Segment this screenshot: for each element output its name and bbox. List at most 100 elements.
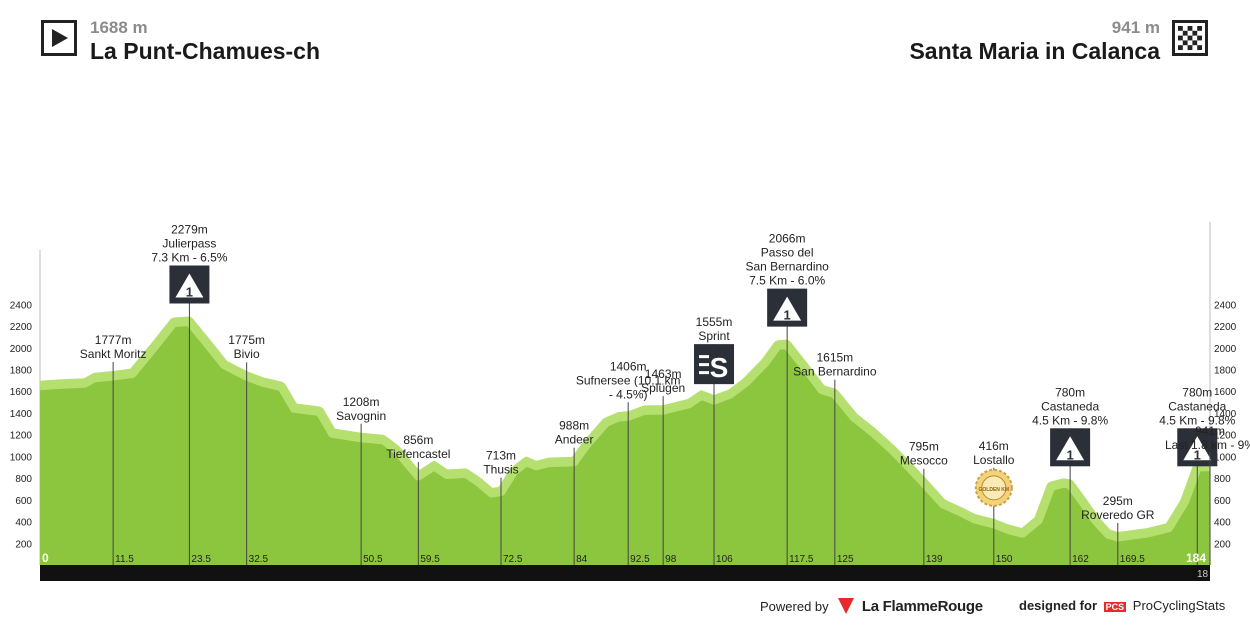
waypoint-label-12-1: Mesocco [900, 454, 948, 468]
x-tick-1: 11.5 [115, 554, 134, 565]
y-tick-right-600: 600 [1214, 496, 1231, 507]
y-tick-right-1000: 1000 [1214, 452, 1237, 463]
climb-marker-mountain-1 [175, 273, 204, 298]
waypoint-label-14-2: 4.5 Km - 9.8% [1032, 413, 1108, 427]
y-tick-right-1800: 1800 [1214, 366, 1237, 377]
golden-km-inner-13 [981, 475, 1007, 501]
waypoint-label-0-1: Sankt Moritz [80, 347, 147, 361]
y-tick-right-2200: 2200 [1214, 322, 1237, 333]
powered-by: Powered by La FlammeRouge [760, 598, 983, 615]
waypoint-label-16-2: 4.5 Km - 9.8% [1159, 413, 1235, 427]
start-flag-icon [41, 20, 77, 56]
waypoint-label-6-0: 988m [559, 419, 589, 433]
waypoint-label-4-1: Tiefencastel [386, 447, 450, 461]
x-tick-15: 162 [1072, 554, 1089, 565]
powered-brand: La FlammeRouge [861, 598, 983, 615]
waypoint-label-3-0: 1208m [343, 395, 380, 409]
waypoint-label-10-2: San Bernardino [745, 260, 829, 274]
waypoint-label-11-0: 1615m [816, 351, 853, 365]
x-tick-2: 23.5 [191, 554, 211, 565]
climb-marker-mountain-16 [1183, 436, 1212, 461]
waypoint-label-11-1: San Bernardino [793, 365, 877, 379]
y-tick-right-200: 200 [1214, 539, 1231, 550]
waypoint-label-12-0: 795m [909, 440, 939, 454]
powered-label: Powered by [760, 599, 829, 614]
waypoint-label-3-1: Savognin [336, 409, 386, 423]
waypoint-label-2-1: Bivio [234, 347, 260, 361]
start-name: La Punt-Chamues-ch [90, 38, 321, 64]
x-tick-5: 59.5 [420, 554, 440, 565]
distance-bar-end-label: 18 [1197, 569, 1209, 580]
golden-km-text-13: GOLDEN KM [979, 487, 1010, 493]
x-tick-3: 32.5 [249, 554, 269, 565]
profile-edge [39, 316, 1211, 534]
waypoint-label-1-1: Julierpass [162, 237, 216, 251]
waypoint-label-15-1: Roveredo GR [1081, 508, 1155, 522]
y-tick-right-1600: 1600 [1214, 387, 1237, 398]
x-tick-12: 125 [837, 554, 854, 565]
y-tick-left-2400: 2400 [10, 300, 33, 311]
waypoint-label-16-0: 780m [1182, 385, 1212, 399]
x-tick-4: 50.5 [363, 554, 383, 565]
waypoint-label-13-0: 416m [979, 439, 1009, 453]
y-tick-left-1200: 1200 [10, 431, 33, 442]
climb-marker-text-1: 1 [186, 285, 193, 300]
y-tick-left-200: 200 [15, 539, 32, 550]
climb-marker-text-16: 1 [1194, 447, 1201, 462]
waypoint-label-8-1: Splügen [641, 381, 685, 395]
waypoint-label-13-1: Lostallo [973, 453, 1015, 467]
waypoint-label-7-2: - 4.5%) [609, 387, 648, 401]
x-tick-7: 84 [576, 554, 588, 565]
x-tick-11: 117.5 [789, 554, 814, 565]
y-tick-right-1200: 1200 [1214, 431, 1237, 442]
sprint-speed-line-9-0 [699, 355, 710, 359]
pcs-logo-icon: PCS [1103, 602, 1127, 612]
waypoint-label-17-0: 941m [1195, 424, 1225, 438]
flamme-rouge-logo-icon [838, 598, 855, 614]
y-tick-right-400: 400 [1214, 518, 1231, 529]
finish-block: 941 m Santa Maria in Calanca [909, 18, 1160, 64]
y-tick-left-800: 800 [15, 474, 32, 485]
waypoint-label-9-1: Sprint [698, 329, 730, 343]
x-tick-9: 98 [665, 554, 677, 565]
waypoint-label-2-0: 1775m [228, 333, 265, 347]
x-tick-8: 92.5 [630, 554, 650, 565]
y-tick-right-1400: 1400 [1214, 409, 1237, 420]
finish-name: Santa Maria in Calanca [909, 38, 1160, 64]
y-tick-right-2000: 2000 [1214, 344, 1237, 355]
y-tick-right-2400: 2400 [1214, 300, 1237, 311]
waypoint-label-5-0: 713m [486, 449, 516, 463]
x-tick-0: 0 [42, 551, 49, 565]
climb-marker-mountain-10 [773, 296, 802, 321]
designed-label: designed for [1019, 598, 1098, 613]
waypoint-label-17-1: Last 1.8 km - 9% [1165, 438, 1250, 452]
waypoint-label-15-0: 295m [1103, 494, 1133, 508]
waypoint-label-10-0: 2066m [769, 232, 806, 246]
waypoint-label-4-0: 856m [403, 433, 433, 447]
y-tick-left-2200: 2200 [10, 322, 33, 333]
waypoint-label-7-1: Sufnersee (10.1 km [576, 373, 681, 387]
start-altitude: 1688 m [90, 18, 148, 37]
profile-area [40, 317, 1210, 565]
x-tick-17: 184 [1186, 551, 1206, 565]
waypoint-label-1-2: 7.3 Km - 6.5% [151, 251, 227, 265]
waypoint-label-7-0: 1406m [610, 359, 647, 373]
y-tick-right-800: 800 [1214, 474, 1231, 485]
x-tick-16: 169.5 [1120, 554, 1145, 565]
waypoint-label-10-1: Passo del [761, 246, 814, 260]
y-tick-left-1600: 1600 [10, 387, 33, 398]
finish-flag-icon [1172, 20, 1208, 56]
x-tick-14: 150 [996, 554, 1013, 565]
x-tick-6: 72.5 [503, 554, 523, 565]
finish-altitude: 941 m [1111, 18, 1160, 37]
waypoint-label-10-3: 7.5 Km - 6.0% [749, 274, 825, 288]
y-tick-left-2000: 2000 [10, 344, 33, 355]
y-tick-left-1800: 1800 [10, 366, 33, 377]
waypoint-label-16-1: Castaneda [1168, 399, 1226, 413]
waypoint-label-14-1: Castaneda [1041, 399, 1099, 413]
designed-for: designed for PCS ProCyclingStats [1019, 598, 1225, 613]
y-tick-left-1000: 1000 [10, 452, 33, 463]
climb-marker-mountain-14 [1056, 436, 1085, 461]
waypoint-label-6-1: Andeer [555, 433, 594, 447]
distance-bar [40, 565, 1210, 581]
